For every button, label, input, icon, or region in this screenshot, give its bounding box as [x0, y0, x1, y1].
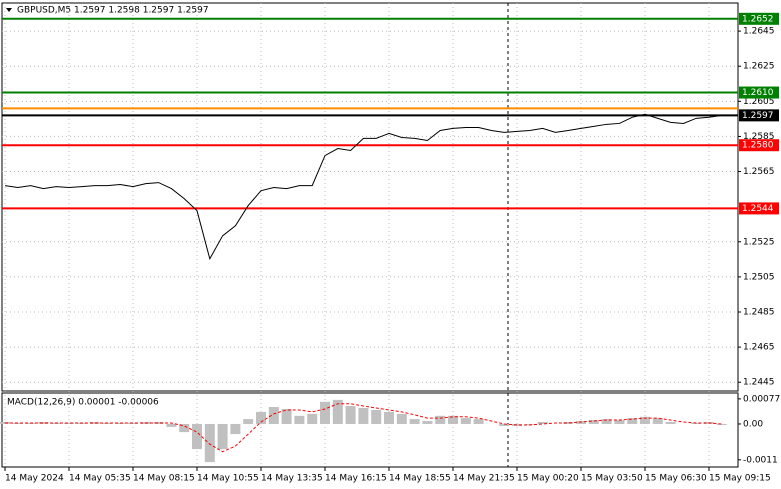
macd-bar	[460, 418, 471, 424]
x-tick-label: 14 May 10:55	[197, 474, 259, 484]
macd-bar	[320, 401, 330, 424]
macd-title: MACD(12,26,9) 0.00001 -0.00006	[7, 398, 159, 408]
macd-bar	[627, 418, 638, 424]
macd-bar	[307, 413, 318, 424]
chart-title: GBPUSD,M5 1.2597 1.2598 1.2597 1.2597	[17, 6, 209, 16]
x-tick-label: 15 May 06:30	[645, 474, 707, 484]
y-tick-label: 1.2465	[743, 343, 775, 353]
y-tick-label: 1.2645	[743, 27, 775, 37]
signal-line	[5, 403, 722, 453]
macd-bar	[358, 407, 369, 424]
x-tick-label: 15 May 09:15	[709, 474, 771, 484]
macd-bar	[422, 421, 433, 424]
macd-bar	[371, 409, 382, 424]
level-label-box	[739, 86, 779, 99]
macd-bar	[384, 411, 394, 424]
macd-bar	[332, 399, 343, 424]
level-label: 1.2597	[742, 111, 774, 121]
y-tick-label: 1.2565	[743, 167, 775, 177]
level-label: 1.2544	[742, 204, 774, 214]
macd-bar	[435, 415, 446, 424]
level-label-box	[739, 109, 779, 122]
macd-bar	[652, 418, 663, 424]
macd-bar	[192, 423, 202, 450]
menu-icon	[6, 8, 12, 12]
y-tick-label: 0.00	[743, 419, 763, 429]
macd-bar	[563, 422, 574, 424]
y-tick-label: 0.00077	[743, 394, 780, 404]
macd-bar	[409, 419, 420, 424]
y-tick-label: 1.2585	[743, 132, 775, 142]
macd-bar	[217, 423, 228, 450]
level-label-box	[739, 202, 779, 215]
macd-bar	[345, 406, 356, 424]
macd-bar	[281, 408, 292, 424]
macd-bar	[153, 422, 164, 424]
level-label: 1.2610	[742, 88, 774, 98]
level-label-box	[739, 12, 779, 25]
price-frame	[1, 2, 739, 392]
macd-bar	[179, 423, 190, 433]
y-tick-label: 1.2625	[743, 62, 775, 72]
x-tick-label: 14 May 05:35	[69, 474, 131, 484]
y-tick-label: 1.2525	[743, 237, 775, 247]
macd-bar	[601, 419, 612, 424]
macd-bar	[64, 422, 74, 424]
macd-bar	[448, 415, 458, 424]
level-label-box	[739, 139, 779, 152]
macd-bar	[588, 420, 599, 424]
x-tick-label: 14 May 16:15	[325, 474, 387, 484]
macd-bar	[204, 423, 215, 463]
level-label: 1.2580	[742, 141, 774, 151]
y-tick-label: 1.2485	[743, 307, 775, 317]
macd-bar	[665, 422, 676, 424]
macd-bar	[166, 423, 177, 427]
y-tick-label: 1.2445	[743, 378, 775, 388]
macd-bar	[256, 411, 266, 424]
x-tick-label: 14 May 18:55	[389, 474, 451, 484]
macd-bar	[537, 422, 548, 424]
x-tick-label: 15 May 00:20	[517, 474, 579, 484]
macd-bar	[614, 420, 625, 424]
macd-bar	[640, 416, 650, 424]
macd-frame	[1, 392, 739, 468]
macd-bar	[716, 423, 727, 425]
macd-bar	[230, 423, 241, 435]
macd-bar	[89, 422, 100, 424]
y-tick-label: 1.2505	[743, 272, 775, 282]
price-line	[4, 113, 722, 261]
macd-bar	[38, 422, 49, 424]
y-tick-label: 1.2605	[743, 97, 775, 107]
x-tick-label: 14 May 2024	[5, 474, 64, 484]
level-label: 1.2652	[742, 14, 774, 24]
x-tick-label: 15 May 03:50	[581, 474, 643, 484]
macd-bar	[396, 413, 407, 424]
macd-bar	[294, 415, 305, 424]
x-tick-label: 14 May 21:35	[453, 474, 515, 484]
macd-bar	[473, 419, 484, 424]
x-tick-label: 14 May 13:35	[261, 474, 323, 484]
y-tick-label: -0.0011	[743, 455, 778, 465]
macd-bar	[243, 419, 254, 424]
macd-bar	[268, 407, 279, 424]
macd-bar	[499, 423, 510, 426]
x-tick-label: 14 May 08:15	[133, 474, 195, 484]
